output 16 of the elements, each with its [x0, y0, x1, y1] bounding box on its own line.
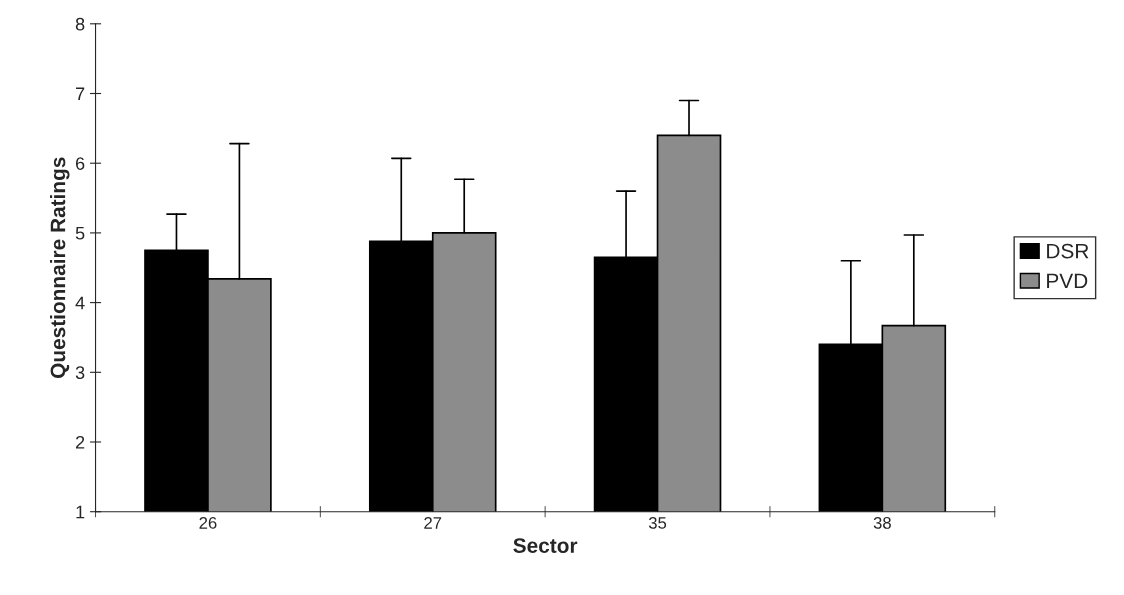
y-tick-label: 4	[75, 296, 85, 310]
y-tick-label: 8	[75, 17, 85, 31]
y-tick-label: 3	[75, 366, 85, 380]
x-tick-label: 26	[199, 517, 217, 529]
y-tick-label: 7	[76, 87, 85, 101]
y-axis-title: Questionnaire Ratings	[50, 157, 70, 379]
legend-label: PVD	[1047, 273, 1088, 289]
x-axis-title: Sector	[513, 538, 578, 553]
y-tick-label: 6	[76, 157, 85, 170]
y-tick-label: 2	[75, 435, 85, 449]
legend-label: DSR	[1047, 243, 1089, 259]
x-tick-label: 35	[648, 517, 667, 529]
x-tick-label: 27	[424, 517, 442, 529]
y-tick-label: 1	[76, 505, 85, 519]
x-tick-label: 38	[873, 517, 891, 529]
y-tick-label: 5	[75, 227, 85, 240]
